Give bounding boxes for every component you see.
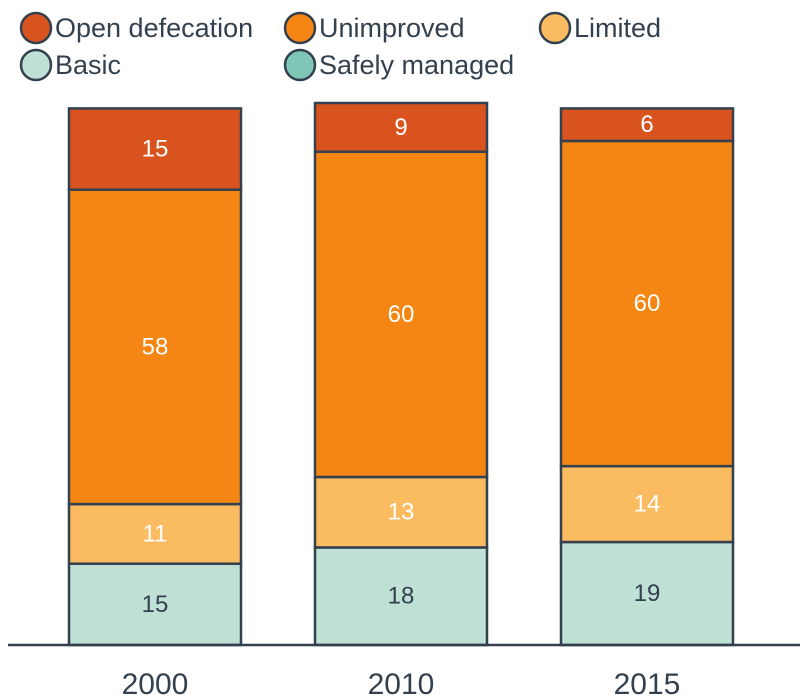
segment-limited-2000	[67, 502, 243, 565]
legend-swatch-open-defecation	[19, 11, 53, 45]
legend-label-unimproved: Unimproved	[319, 13, 465, 43]
chart-legend: Open defecation Unimproved Limited Basic Saf…	[19, 11, 661, 82]
data-label-unimproved-2000: 58	[142, 333, 169, 360]
legend-item-basic: Basic	[19, 48, 121, 82]
legend-item-unimproved: Unimproved	[283, 11, 465, 45]
data-label-open-defecation-2015: 6	[640, 111, 653, 138]
legend-item-open-defecation: Open defecation	[19, 11, 253, 45]
x-tick-label-2010: 2010	[368, 668, 435, 700]
legend-swatch-safely-managed	[283, 48, 317, 82]
x-tick-label-2015: 2015	[614, 668, 681, 700]
legend-label-limited: Limited	[574, 13, 661, 43]
x-tick-label-2000: 2000	[122, 668, 189, 700]
legend-swatch-limited	[538, 11, 572, 45]
data-label-limited-2000: 11	[143, 520, 168, 547]
bar-2015: 19 14 60 6	[559, 107, 735, 647]
segment-unimproved-2015	[559, 139, 735, 468]
data-label-open-defecation-2000: 15	[142, 136, 169, 163]
segment-limited-2010	[313, 475, 489, 549]
legend-label-safely-managed: Safely managed	[319, 50, 514, 80]
data-label-limited-2015: 14	[634, 491, 661, 518]
data-label-basic-2010: 18	[388, 583, 415, 610]
segment-open-defecation-2010	[313, 101, 489, 154]
data-label-open-defecation-2010: 9	[394, 114, 407, 141]
data-label-basic-2000: 15	[142, 591, 169, 618]
bar-2000: 15 11 58 15	[67, 107, 243, 647]
data-label-unimproved-2015: 60	[634, 290, 661, 317]
legend-swatch-unimproved	[283, 11, 317, 45]
x-axis-ticks: 2000 2010 2015	[122, 668, 681, 700]
legend-item-safely-managed: Safely managed	[283, 48, 514, 82]
legend-label-basic: Basic	[55, 50, 121, 80]
data-label-unimproved-2010: 60	[388, 301, 415, 328]
data-label-limited-2010: 13	[388, 499, 415, 526]
legend-swatch-basic	[19, 48, 53, 82]
segment-unimproved-2010	[313, 150, 489, 479]
data-label-basic-2015: 19	[634, 580, 661, 607]
chart-bars: 15 11 58 15 18 13 60 9 19 14 60 6	[67, 101, 735, 647]
bar-2010: 18 13 60 9	[313, 101, 489, 647]
legend-item-limited: Limited	[538, 11, 661, 45]
segment-limited-2015	[559, 464, 735, 544]
segment-open-defecation-2015	[559, 107, 735, 143]
legend-label-open-defecation: Open defecation	[55, 13, 253, 43]
segment-basic-2000	[67, 562, 243, 647]
segment-open-defecation-2000	[67, 107, 243, 191]
